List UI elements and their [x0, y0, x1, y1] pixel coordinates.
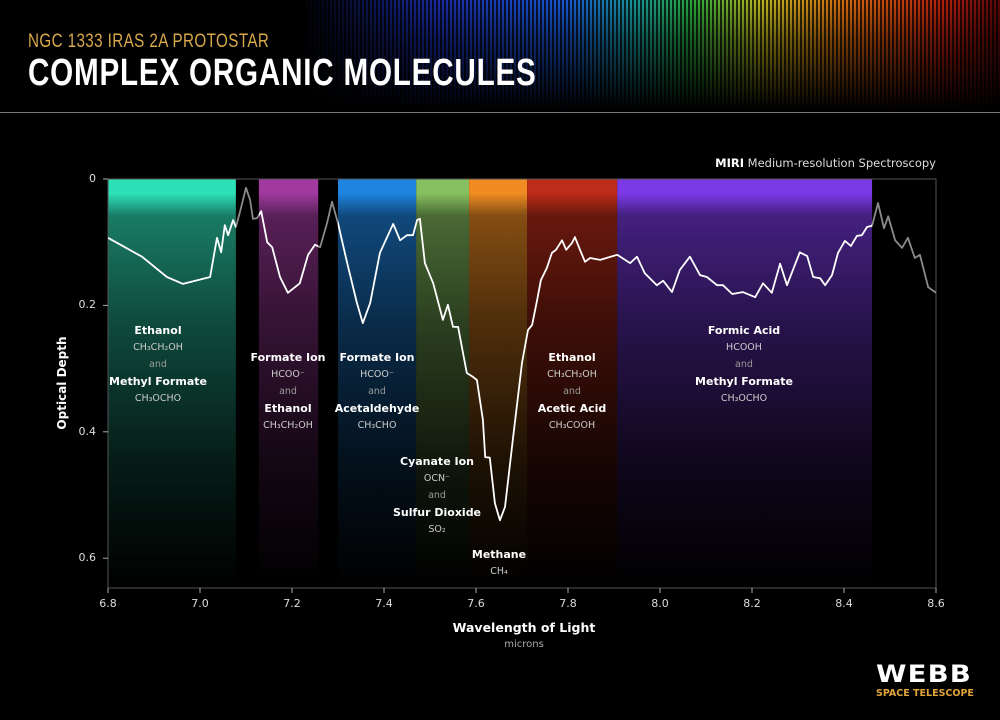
x-tick-label: 7.4: [375, 597, 393, 610]
molecule-formula: SO₂: [428, 524, 446, 535]
plot-frame: [107, 178, 937, 589]
molecule-name: Methyl Formate: [109, 375, 207, 388]
y-tick-label: 0.2: [78, 298, 97, 312]
molecule-name: Sulfur Dioxide: [392, 506, 482, 519]
x-axis-label: Wavelength of Light: [452, 620, 596, 635]
x-tick-label: 8.0: [651, 597, 669, 610]
x-tick-label: 7.2: [283, 597, 301, 610]
molecule-formula: CH₃CH₂OH: [547, 369, 597, 380]
page-subtitle: NGC 1333 IRAS 2A PROTOSTAR: [28, 31, 270, 52]
y-tick-label: 0: [89, 172, 96, 185]
x-tick-label: 7.8: [559, 597, 577, 610]
molecule-formula: HCOOH: [726, 342, 762, 353]
conjunction: and: [279, 386, 297, 397]
absorption-band-5: [527, 179, 618, 588]
band-label-6: Formic Acid HCOOH and Methyl Formate CH₃OCHO: [695, 322, 793, 407]
conjunction: and: [368, 386, 386, 397]
x-tick-label: 7.6: [467, 597, 485, 610]
molecule-name: Ethanol: [548, 351, 596, 364]
molecule-name: Acetic Acid: [537, 402, 607, 415]
x-axis-unit: microns: [504, 639, 544, 650]
header-divider: [0, 112, 1000, 113]
band-label-2: Formate Ion HCOO⁻ and Acetaldehyde CH₃CHO: [335, 349, 420, 434]
band-label-5: Ethanol CH₃CH₂OH and Acetic Acid CH₃COOH: [538, 349, 607, 434]
absorption-band-6: [617, 179, 873, 588]
band-label-1: Formate Ion HCOO⁻ and Ethanol CH₃CH₂OH: [251, 349, 326, 434]
y-tick-label: 0.6: [78, 551, 97, 565]
instrument-name: MIRI: [715, 156, 744, 170]
band-label-0: Ethanol CH₃CH₂OH and Methyl Formate CH₃OCHO: [109, 322, 207, 407]
molecule-formula: CH₃COOH: [548, 420, 596, 431]
x-tick-label: 6.8: [99, 597, 117, 610]
molecule-formula: CH₄: [490, 566, 508, 577]
molecule-name: Cyanate Ion: [400, 455, 474, 468]
molecule-formula: CH₃CHO: [357, 420, 397, 431]
absorption-band-1: [258, 179, 319, 588]
y-axis-label: Optical Depth: [55, 336, 69, 430]
molecule-name: Formic Acid: [707, 324, 781, 337]
molecule-formula: OCN⁻: [423, 473, 451, 484]
absorption-band-2: [338, 179, 417, 588]
molecule-formula: CH₃OCHO: [134, 393, 182, 404]
x-tick-label: 8.6: [927, 597, 945, 610]
instrument-mode: Medium-resolution Spectroscopy: [747, 156, 936, 170]
conjunction: and: [735, 359, 753, 370]
x-tick-label: 7.0: [191, 597, 209, 610]
molecule-formula: CH₃CH₂OH: [263, 420, 313, 431]
molecule-name: Formate Ion: [250, 351, 326, 364]
spectrum-line: [108, 186, 873, 522]
conjunction: and: [428, 490, 446, 501]
absorption-band-4: [469, 179, 528, 588]
instrument-label: MIRI Medium-resolution Spectroscopy: [715, 156, 936, 170]
conjunction: and: [149, 359, 167, 370]
webb-logo: WEBB: [876, 660, 972, 688]
conjunction: and: [563, 386, 581, 397]
x-tick-label: 8.2: [743, 597, 761, 610]
header-spectrum-stripes: [300, 0, 1000, 110]
band-label-4: Methane CH₄: [472, 546, 526, 580]
molecule-formula: CH₃CH₂OH: [133, 342, 183, 353]
page-title: COMPLEX ORGANIC MOLECULES: [28, 52, 537, 94]
molecule-name: Acetaldehyde: [334, 402, 420, 415]
molecule-formula: CH₃OCHO: [720, 393, 768, 404]
absorption-band-3: [416, 179, 470, 588]
band-label-3: Cyanate Ion OCN⁻ and Sulfur Dioxide SO₂: [393, 453, 481, 538]
molecule-formula: HCOO⁻: [360, 369, 394, 380]
molecule-name: Methyl Formate: [695, 375, 793, 388]
webb-logo-tagline: SPACE TELESCOPE: [876, 688, 974, 699]
molecule-name: Formate Ion: [339, 351, 415, 364]
molecule-name: Methane: [471, 548, 527, 561]
x-tick-label: 8.4: [835, 597, 853, 610]
molecule-name: Ethanol: [264, 402, 312, 415]
y-tick-label: 0.4: [78, 424, 97, 438]
molecule-formula: HCOO⁻: [271, 369, 305, 380]
molecule-name: Ethanol: [134, 324, 182, 337]
